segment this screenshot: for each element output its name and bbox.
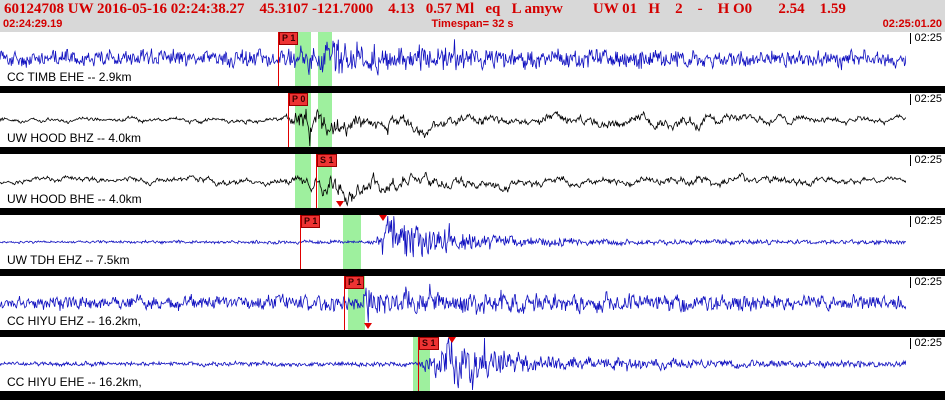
timespan-label: Timespan= 32 s bbox=[431, 18, 514, 30]
trace-row[interactable]: P 0 UW HOOD BHZ -- 4.0km 02:25 bbox=[0, 93, 945, 154]
phase-pick-flag[interactable]: S 1 bbox=[317, 154, 337, 167]
trace-row[interactable]: P 1 CC TIMB EHE -- 2.9km 02:25 bbox=[0, 32, 945, 93]
trace-row[interactable]: S 1 CC HIYU EHE -- 16.2km, 02:25 bbox=[0, 337, 945, 398]
arrival-marker-icon bbox=[336, 201, 344, 207]
window-start-time: 02:24:29.19 bbox=[3, 18, 63, 30]
waveform-area[interactable]: P 1 bbox=[0, 215, 945, 269]
event-summary-header: 60124708 UW 2016-05-16 02:24:38.27 45.31… bbox=[4, 1, 846, 17]
trace-separator bbox=[0, 391, 945, 398]
waveform-area[interactable]: P 1 bbox=[0, 276, 945, 330]
minute-tick-label: 02:25 bbox=[910, 155, 942, 166]
trace-separator bbox=[0, 269, 945, 276]
trace-separator bbox=[0, 330, 945, 337]
pick-line bbox=[288, 93, 289, 147]
phase-pick-flag[interactable]: S 1 bbox=[419, 337, 439, 350]
trace-row[interactable]: S 1 UW HOOD BHE -- 4.0km 02:25 bbox=[0, 154, 945, 215]
trace-list: P 1 CC TIMB EHE -- 2.9km 02:25 P 0 UW HO… bbox=[0, 32, 945, 400]
waveform-area[interactable]: S 1 bbox=[0, 337, 945, 391]
trace-separator bbox=[0, 86, 945, 93]
minute-tick-label: 02:25 bbox=[910, 216, 942, 227]
arrival-window-band bbox=[295, 93, 311, 147]
time-window-bar: 02:24:29.19 Timespan= 32 s 02:25:01.20 bbox=[0, 18, 945, 32]
trace-separator bbox=[0, 208, 945, 215]
arrival-window-band bbox=[318, 154, 332, 208]
waveform bbox=[0, 283, 906, 323]
trace-separator bbox=[0, 147, 945, 154]
station-label: CC HIYU EHE -- 16.2km, bbox=[7, 375, 142, 389]
waveform bbox=[0, 337, 906, 391]
phase-pick-flag[interactable]: P 1 bbox=[301, 215, 321, 228]
minute-tick-label: 02:25 bbox=[910, 277, 942, 288]
arrival-marker-icon bbox=[448, 337, 456, 343]
pick-line bbox=[316, 154, 317, 208]
phase-pick-flag[interactable]: P 1 bbox=[345, 276, 365, 289]
waveform-area[interactable]: P 0 bbox=[0, 93, 945, 147]
minute-tick-label: 02:25 bbox=[910, 33, 942, 44]
station-label: UW HOOD BHZ -- 4.0km bbox=[7, 131, 141, 145]
phase-pick-flag[interactable]: P 1 bbox=[279, 32, 299, 45]
arrival-window-band bbox=[318, 93, 332, 147]
station-label: CC HIYU EHZ -- 16.2km, bbox=[7, 314, 142, 328]
pick-line bbox=[278, 32, 279, 86]
phase-pick-flag[interactable]: P 0 bbox=[289, 93, 309, 106]
trace-row[interactable]: P 1 UW TDH EHZ -- 7.5km 02:25 bbox=[0, 215, 945, 276]
arrival-marker-icon bbox=[379, 215, 387, 221]
waveform bbox=[0, 39, 906, 76]
minute-tick-label: 02:25 bbox=[910, 94, 942, 105]
minute-tick-label: 02:25 bbox=[910, 338, 942, 349]
station-label: UW TDH EHZ -- 7.5km bbox=[7, 253, 130, 267]
pick-line bbox=[344, 276, 345, 330]
arrival-marker-icon bbox=[364, 323, 372, 329]
trace-row[interactable]: P 1 CC HIYU EHZ -- 16.2km, 02:25 bbox=[0, 276, 945, 337]
pick-line bbox=[418, 337, 419, 391]
window-end-time: 02:25:01.20 bbox=[882, 18, 942, 30]
waveform bbox=[0, 108, 906, 147]
waveform bbox=[0, 215, 906, 258]
station-label: UW HOOD BHE -- 4.0km bbox=[7, 192, 142, 206]
waveform-area[interactable]: S 1 bbox=[0, 154, 945, 208]
pick-line bbox=[300, 215, 301, 269]
waveform bbox=[0, 171, 906, 207]
waveform-area[interactable]: P 1 bbox=[0, 32, 945, 86]
station-label: CC TIMB EHE -- 2.9km bbox=[7, 70, 132, 84]
